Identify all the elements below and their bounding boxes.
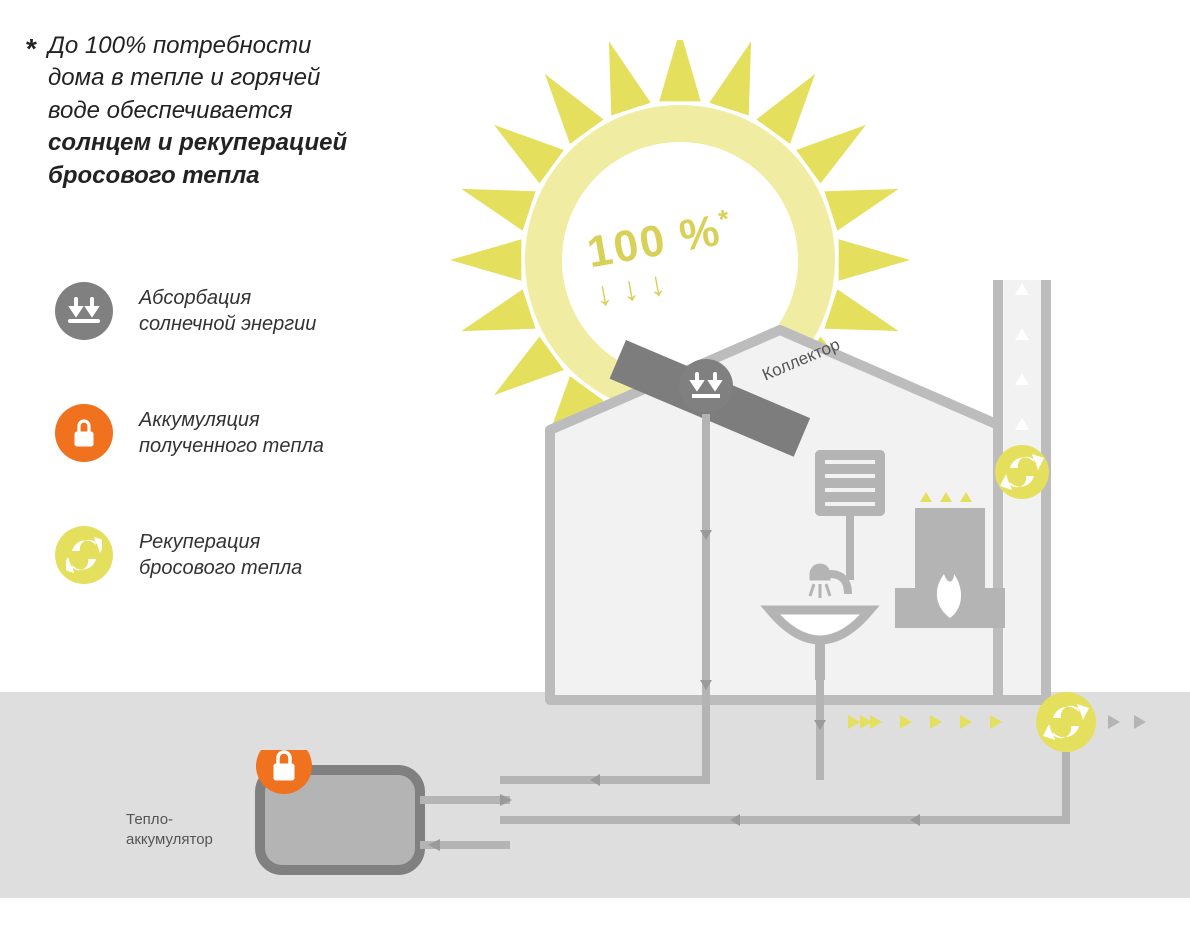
recycle-icon [55,526,113,584]
caption-line1: До 100% потребности [48,32,311,59]
infographic-stage: 100 %* ↓↓↓ [0,0,1190,938]
caption-bold2: бросового тепла [48,162,260,189]
accumulator-label-l2: аккумулятор [126,831,213,848]
house-diagram [500,280,1170,925]
legend-absorb-title: Абсорбация [139,287,251,309]
lock-icon [55,404,113,462]
legend-item-absorb: Абсорбация солнечной энергии [55,282,415,340]
legend-store-title: Аккумуляция [139,409,260,431]
caption-asterisk: * [26,30,37,68]
legend: Абсорбация солнечной энергии Аккумуляция… [55,282,415,648]
accumulator-label-l1: Тепло- [126,811,173,828]
legend-item-recup: Рекуперация бросового тепла [55,526,415,584]
caption-bold1: солнцем и рекуперацией [48,129,347,156]
legend-recup-title: Рекуперация [139,531,260,553]
legend-absorb-sub: солнечной энергии [139,313,316,335]
legend-store-sub: полученного тепла [139,435,324,457]
heat-accumulator [250,750,550,925]
accumulator-label: Тепло- аккумулятор [126,810,213,849]
legend-item-store: Аккумуляция полученного тепла [55,404,415,462]
absorb-icon [55,282,113,340]
headline-caption: * До 100% потребности дома в тепле и гор… [48,30,408,192]
legend-recup-sub: бросового тепла [139,557,302,579]
caption-line3: воде обеспечивается [48,97,293,124]
caption-line2: дома в тепле и горячей [48,64,320,91]
